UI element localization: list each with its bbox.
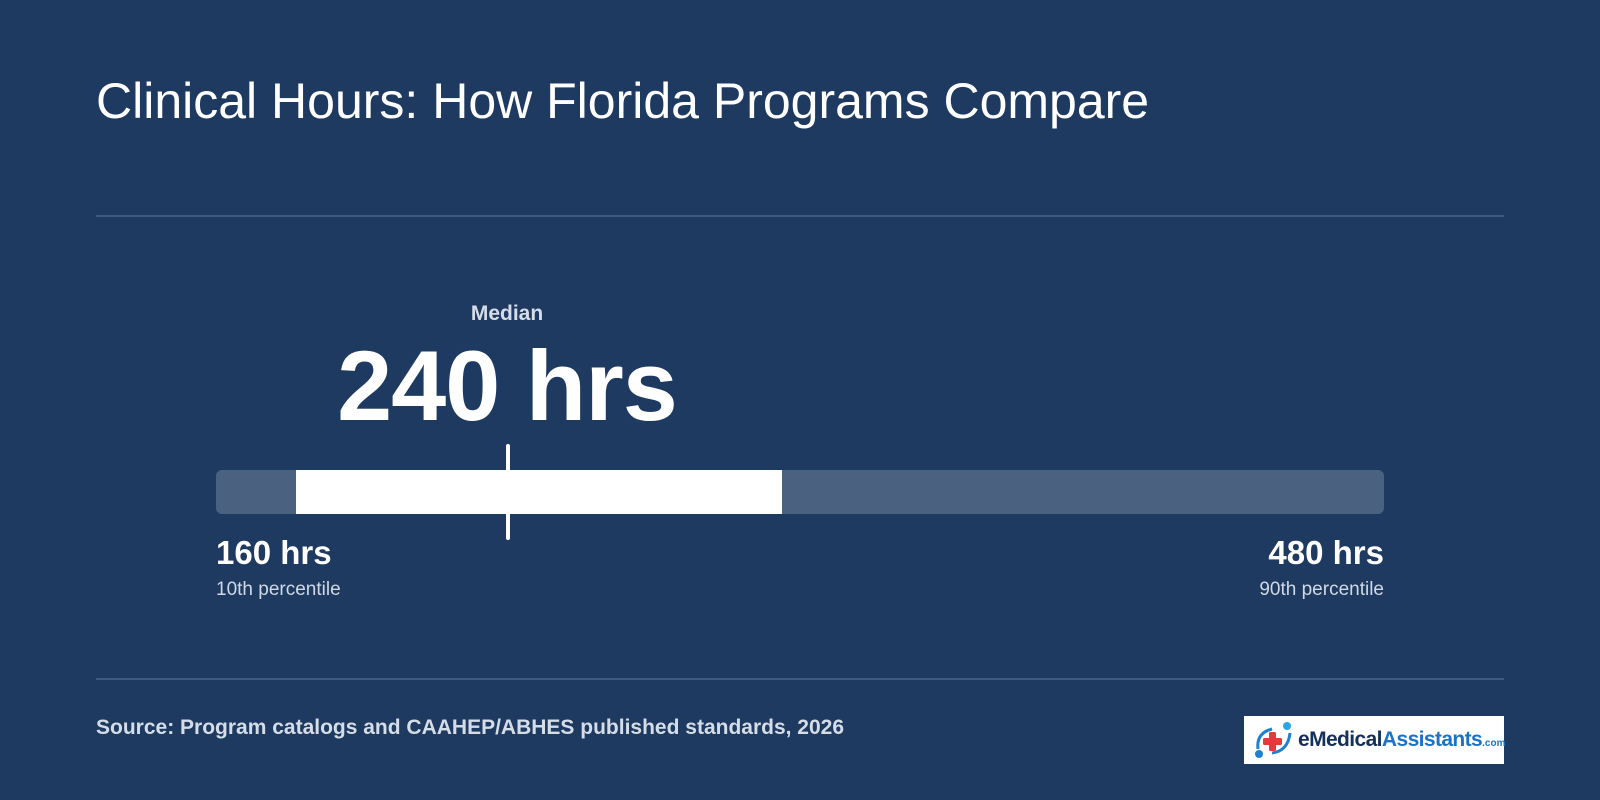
min-value: 160 hrs [216,534,332,571]
medical-cross-logo-icon [1255,722,1292,758]
chart-title: Clinical Hours: How Florida Programs Com… [96,73,1150,129]
median-value: 240 hrs [337,330,678,441]
min-caption: 10th percentile [216,579,341,600]
median-marker [506,444,510,540]
highlight-range-bar [296,470,782,514]
brand-logo: eMedicalAssistants.com [1244,716,1506,764]
range-track [216,470,1384,514]
source-note: Source: Program catalogs and CAAHEP/ABHE… [96,716,845,739]
logo-text: eMedicalAssistants.com [1298,728,1506,751]
top-divider [96,215,1504,217]
max-value: 480 hrs [1268,534,1384,571]
median-label: Median [470,302,544,325]
bottom-divider [96,678,1504,680]
max-caption: 90th percentile [1259,579,1384,600]
